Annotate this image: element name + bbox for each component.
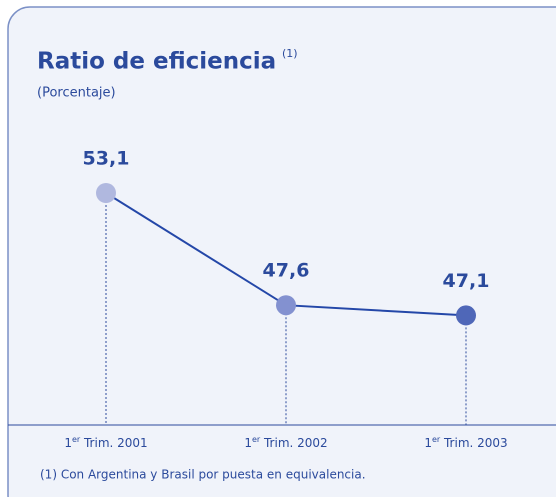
subtitle: (Porcentaje) bbox=[37, 86, 116, 101]
chart-title: Ratio de eficiencia bbox=[37, 49, 276, 75]
card bbox=[7, 6, 556, 497]
point bbox=[456, 305, 476, 326]
value-label: 47,1 bbox=[443, 270, 490, 292]
x-tick-label: 1er Trim. 2003 bbox=[424, 435, 507, 450]
point bbox=[276, 295, 296, 316]
footnote: (1) Con Argentina y Brasil por puesta en… bbox=[40, 468, 366, 482]
value-label: 47,6 bbox=[263, 260, 310, 282]
x-tick-label: 1er Trim. 2001 bbox=[64, 435, 147, 450]
x-tick-label: 1er Trim. 2002 bbox=[244, 435, 327, 450]
point bbox=[96, 183, 116, 203]
value-label: 53,1 bbox=[83, 148, 130, 170]
title-marker: (1) bbox=[282, 47, 298, 60]
